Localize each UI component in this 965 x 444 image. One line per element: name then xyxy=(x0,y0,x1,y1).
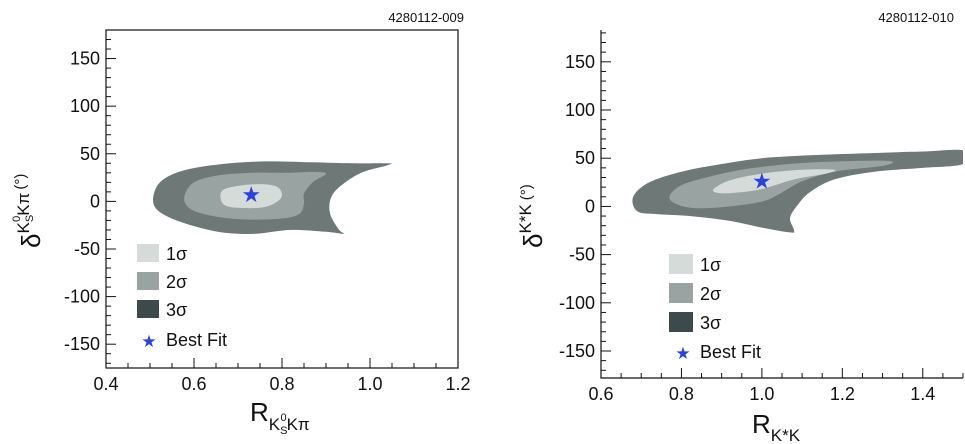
y-tick-label: -100 xyxy=(559,293,595,313)
legend-star-icon: ★ xyxy=(141,332,156,351)
contour-1sigma xyxy=(220,184,282,209)
y-axis-label: δK*K(°) xyxy=(516,184,548,248)
y-tick-label: 50 xyxy=(80,144,100,164)
y-tick-label: 100 xyxy=(70,96,100,116)
x-axis-label: RKS0Kπ xyxy=(250,397,310,437)
legend-swatch-1sigma xyxy=(137,244,159,262)
x-tick-label: 1.2 xyxy=(445,374,470,394)
y-tick-label: 100 xyxy=(565,100,595,120)
y-tick-label: 0 xyxy=(585,196,595,216)
legend-label-1sigma: 1σ xyxy=(166,244,187,264)
y-tick-label: -50 xyxy=(569,245,595,265)
x-tick-label: 0.6 xyxy=(181,374,206,394)
plot-area: 0.6 0.8 1.0 1.2 1.4 150 100 50 0 -50 -100 -150 ★ xyxy=(559,30,964,404)
best-fit-star: ★ xyxy=(752,168,772,193)
x-tick-label: 0.8 xyxy=(269,374,294,394)
legend-label-3sigma: 3σ xyxy=(166,300,187,320)
x-tick-label: 0.8 xyxy=(669,384,694,404)
legend: 1σ 2σ 3σ ★ Best Fit xyxy=(137,244,227,351)
y-tick-label: 0 xyxy=(90,191,100,211)
panel-left: 4280112-009 0.4 0.6 0.8 1.0 1.2 150 100 50 0 -50… xyxy=(11,10,471,437)
legend-label-best-fit: Best Fit xyxy=(700,342,761,362)
figure-id-label: 4280112-010 xyxy=(878,10,954,25)
best-fit-star: ★ xyxy=(241,182,261,207)
x-tick-label: 0.4 xyxy=(93,374,118,394)
legend-swatch-1sigma xyxy=(669,254,693,274)
panel-right: 4280112-010 0.6 0.8 1.0 1.2 1.4 150 100 50 0 -50… xyxy=(516,10,964,444)
legend-label-2sigma: 2σ xyxy=(700,284,721,304)
legend-label-3sigma: 3σ xyxy=(700,313,721,333)
y-tick-label: -150 xyxy=(559,341,595,361)
figure-id-label: 4280112-009 xyxy=(388,10,464,25)
plot-area: 0.4 0.6 0.8 1.0 1.2 150 100 50 0 -50 -100 -150 ★ xyxy=(64,29,471,394)
x-tick-label: 1.4 xyxy=(910,384,935,404)
legend: 1σ 2σ 3σ ★ Best Fit xyxy=(669,254,761,363)
contour-1sigma xyxy=(712,169,836,194)
contour-2sigma xyxy=(669,160,894,209)
legend-label-2sigma: 2σ xyxy=(166,272,187,292)
legend-swatch-3sigma xyxy=(669,312,693,332)
y-tick-label: -50 xyxy=(74,239,100,259)
contour-3sigma xyxy=(632,149,963,233)
x-tick-label: 1.0 xyxy=(749,384,774,404)
legend-label-1sigma: 1σ xyxy=(700,255,721,275)
x-tick-label: 1.0 xyxy=(357,374,382,394)
legend-label-best-fit: Best Fit xyxy=(166,330,227,350)
x-tick-label: 0.6 xyxy=(588,384,613,404)
y-tick-label: -100 xyxy=(64,287,100,307)
legend-star-icon: ★ xyxy=(675,344,690,363)
legend-swatch-3sigma xyxy=(137,300,159,318)
x-tick-label: 1.2 xyxy=(830,384,855,404)
y-tick-label: 150 xyxy=(70,49,100,69)
y-tick-label: 50 xyxy=(575,148,595,168)
y-tick-label: -150 xyxy=(64,334,100,354)
y-axis-label: δKS0Kπ(°) xyxy=(11,174,46,248)
x-axis-label: RK*K xyxy=(752,409,801,444)
legend-swatch-2sigma xyxy=(669,283,693,303)
legend-swatch-2sigma xyxy=(137,272,159,290)
y-tick-label: 150 xyxy=(565,52,595,72)
